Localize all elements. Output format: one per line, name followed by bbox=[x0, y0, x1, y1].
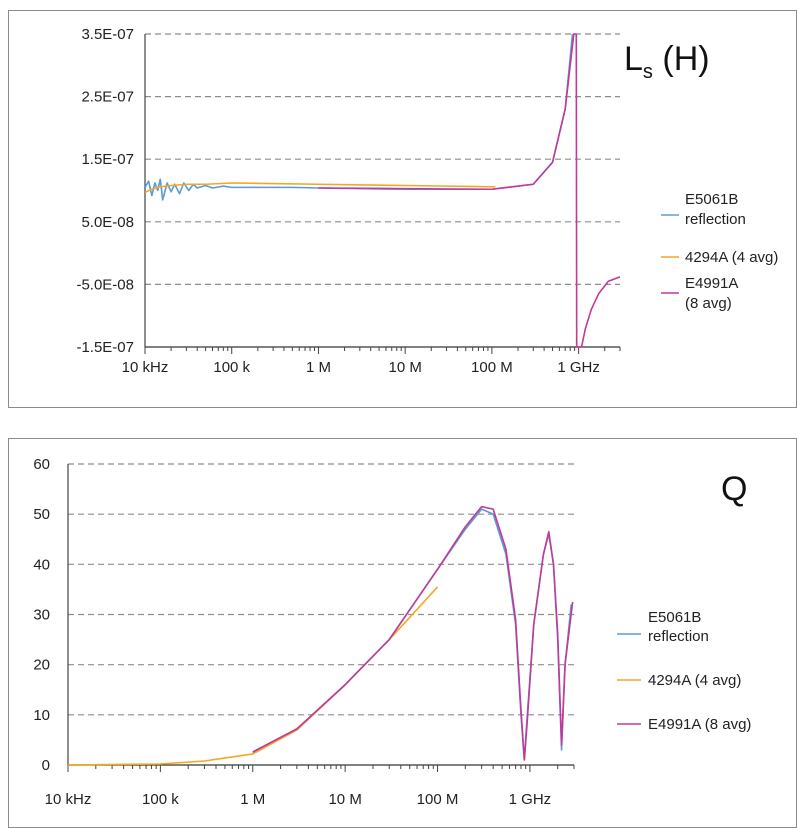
y-tick-label: 20 bbox=[33, 657, 50, 674]
ls-chart: 3.5E-07 2.5E-07 1.5E-07 5.0E-08 -5.0E-08 -1.5… bbox=[8, 10, 797, 408]
series-line-0 bbox=[252, 508, 573, 761]
x-tick-label: 1 GHz bbox=[557, 359, 600, 376]
y-tick-label: 2.5E-07 bbox=[81, 89, 134, 106]
y-tick-label: 10 bbox=[33, 707, 50, 724]
legend-label-0: E5061B bbox=[648, 609, 701, 626]
x-tick-label: 10 M bbox=[388, 359, 421, 376]
series-line-2 bbox=[252, 505, 574, 761]
y-tick-label: 1.5E-07 bbox=[81, 151, 134, 168]
y-tick-label: 60 bbox=[33, 456, 50, 473]
series-line-1 bbox=[68, 586, 439, 766]
x-tick-label: 10 kHz bbox=[122, 359, 169, 376]
series-line-1 bbox=[145, 182, 496, 194]
ls-chart-panel: 3.5E-07 2.5E-07 1.5E-07 5.0E-08 -5.0E-08 -1.5… bbox=[8, 10, 797, 408]
legend-label-0: reflection bbox=[685, 211, 746, 228]
y-tick-label: -1.5E-07 bbox=[76, 339, 134, 356]
x-tick-label: 100 M bbox=[471, 359, 513, 376]
legend-label-0: reflection bbox=[648, 628, 709, 645]
x-tick-label: 1 M bbox=[306, 359, 331, 376]
y-tick-label: 50 bbox=[33, 506, 50, 523]
y-tick-label: -5.0E-08 bbox=[76, 276, 134, 293]
series-line-0 bbox=[145, 33, 574, 201]
x-tick-label: 1 GHz bbox=[509, 791, 552, 808]
legend-label-0: E5061B bbox=[685, 191, 738, 208]
q-chart-panel: 60 50 40 30 20 10 0 10 kHz 100 k 1 M 10 M 100 M 1 GH… bbox=[8, 438, 797, 828]
series-line-2 bbox=[318, 33, 620, 348]
chart-title: Ls (H) bbox=[624, 40, 710, 83]
legend-label-1: 4294A (4 avg) bbox=[648, 672, 741, 689]
x-tick-label: 10 M bbox=[328, 791, 361, 808]
legend-label-2: E4991A (8 avg) bbox=[648, 716, 751, 733]
legend-label-2: (8 avg) bbox=[685, 295, 732, 312]
y-tick-label: 3.5E-07 bbox=[81, 26, 134, 43]
y-tick-label: 30 bbox=[33, 607, 50, 624]
x-tick-label: 100 k bbox=[142, 791, 179, 808]
x-tick-label: 10 kHz bbox=[45, 791, 92, 808]
x-tick-label: 1 M bbox=[240, 791, 265, 808]
x-tick-label: 100 M bbox=[417, 791, 459, 808]
y-tick-label: 0 bbox=[42, 757, 50, 774]
y-tick-label: 5.0E-08 bbox=[81, 214, 134, 231]
chart-title: Q bbox=[721, 470, 747, 508]
x-tick-label: 100 k bbox=[213, 359, 250, 376]
legend-label-2: E4991A bbox=[685, 275, 738, 292]
q-chart: 60 50 40 30 20 10 0 10 kHz 100 k 1 M 10 M 100 M 1 GH… bbox=[8, 438, 797, 828]
y-tick-label: 40 bbox=[33, 556, 50, 573]
legend-label-1: 4294A (4 avg) bbox=[685, 249, 778, 266]
